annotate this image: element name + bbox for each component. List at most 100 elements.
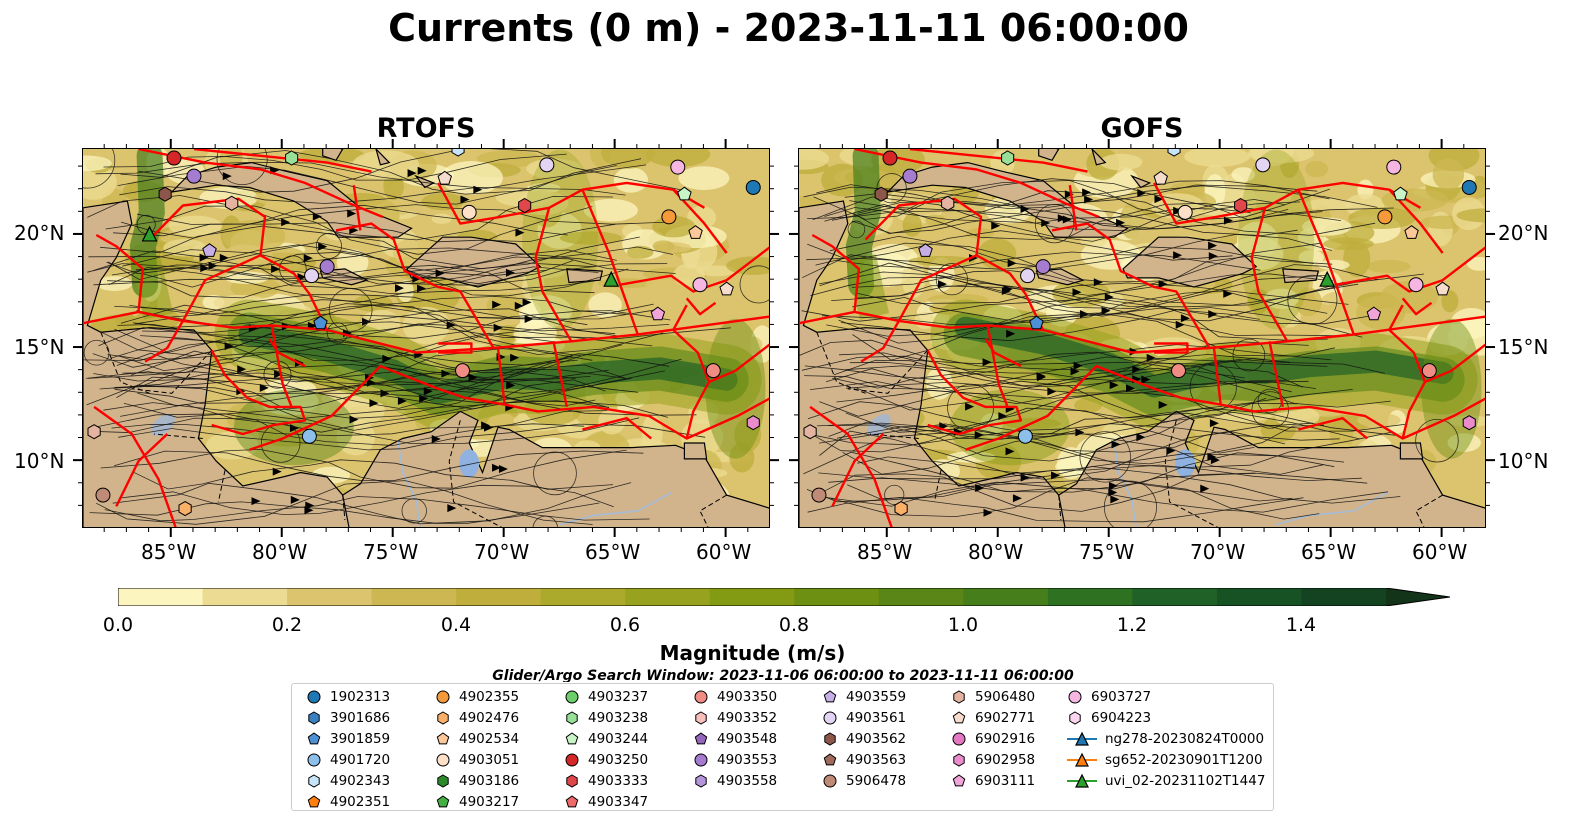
float-marker-5906478 [811, 487, 827, 503]
lat-label-10-left: 10°N [14, 449, 65, 473]
legend-item-4903186: 4903186 [435, 771, 519, 791]
legend-item-4902355: 4902355 [435, 687, 519, 707]
colorbar-segment [963, 588, 1049, 606]
float-marker-4903250 [882, 150, 898, 166]
legend-marker-icon [695, 711, 707, 725]
float-marker-6902958 [746, 415, 760, 431]
colorbar-segment [456, 588, 542, 606]
legend-item-3901686: 3901686 [306, 708, 390, 728]
legend-label: 4902343 [330, 773, 391, 789]
legend-label: 4902476 [459, 710, 520, 726]
float-marker-1902313 [1461, 179, 1477, 195]
legend-label: 6904223 [1091, 710, 1152, 726]
legend-marker-icon [952, 774, 966, 787]
float-marker-6902771 [437, 170, 452, 185]
legend-item-4903558: 4903558 [693, 771, 777, 791]
float-marker-4903238 [1001, 150, 1015, 166]
legend-marker-icon [1069, 711, 1081, 725]
legend-label: 4903562 [846, 731, 907, 747]
legend-item-4903238: 4903238 [564, 708, 648, 728]
float-marker-4903561 [1255, 157, 1271, 173]
float-marker-uvi_02 [603, 270, 620, 287]
float-marker-4903553 [902, 168, 918, 184]
colorbar [117, 587, 1451, 607]
legend-marker-icon [307, 795, 321, 808]
legend-label: 6903727 [1091, 689, 1152, 705]
legend-item-4903559: 4903559 [822, 687, 906, 707]
lon-label-75w-rtofs: 75°W [363, 540, 419, 564]
float-marker-4902343 [1167, 149, 1181, 157]
legend-label: 3901859 [330, 731, 391, 747]
float-marker-glider-track [141, 225, 158, 242]
float-marker-4903350 [705, 363, 721, 379]
legend-item-3901859: 3901859 [306, 729, 390, 749]
map-panel-rtofs [82, 148, 770, 528]
legend-marker-icon [437, 711, 449, 725]
legend-label: 5906480 [975, 689, 1036, 705]
legend-item-4903333: 4903333 [564, 771, 648, 791]
float-marker-4903250 [166, 150, 182, 166]
legend-item-4902351: 4902351 [306, 792, 390, 812]
legend: 1902313 3901686 3901859 4901720 4902343 49023… [291, 683, 1274, 811]
map-panel-gofs [798, 148, 1486, 528]
legend-marker-icon [823, 690, 837, 703]
colorbar-segment [287, 588, 373, 606]
colorbar-segment [540, 588, 626, 606]
legend-marker-icon [953, 753, 965, 767]
figure-title: Currents (0 m) - 2023-11-11 06:00:00 [388, 6, 1189, 50]
float-marker-4903350 [1421, 363, 1437, 379]
legend-item-4903347: 4903347 [564, 792, 648, 812]
float-marker-4902355 [1377, 209, 1393, 225]
panel-title-rtofs: RTOFS [376, 113, 476, 144]
float-marker-6903111 [650, 306, 666, 321]
float-marker-4903238 [285, 150, 299, 166]
float-marker-4902355 [661, 209, 677, 225]
float-marker-4903244 [1393, 186, 1408, 201]
float-marker-4903559 [918, 243, 933, 257]
float-marker-4903553 [319, 259, 335, 275]
legend-item-4903352: 4903352 [693, 708, 777, 728]
legend-item-5906480: 5906480 [951, 687, 1035, 707]
legend-label: 4902355 [459, 689, 520, 705]
legend-marker-icon [565, 795, 579, 808]
legend-label: 4903217 [459, 794, 520, 810]
float-marker-4903051 [461, 204, 477, 220]
float-marker-6903727 [1386, 159, 1402, 175]
float-marker-4902534 [1404, 225, 1419, 239]
legend-item-6902958: 6902958 [951, 750, 1035, 770]
legend-label: 4903563 [846, 752, 907, 768]
float-marker-6903727 [670, 159, 686, 175]
legend-label: 4903186 [459, 773, 520, 789]
float-marker-4903562 [158, 186, 172, 202]
lon-label-60w-rtofs: 60°W [696, 540, 752, 564]
colorbar-segment [878, 588, 964, 606]
float-marker-1902313 [745, 179, 761, 195]
legend-item-6902916: 6902916 [951, 729, 1035, 749]
legend-marker-icon [308, 711, 320, 725]
legend-marker-icon [307, 753, 321, 767]
legend-marker-icon [823, 753, 837, 766]
legend-item-4903051: 4903051 [435, 750, 519, 770]
legend-marker-icon [694, 732, 708, 745]
float-marker-4903244 [677, 186, 692, 201]
float-marker-4902476 [178, 501, 192, 517]
float-marker-5906480 [87, 424, 101, 440]
legend-label: sg652-20230901T1200 [1105, 752, 1263, 768]
lat-label-10-right: 10°N [1498, 449, 1549, 473]
float-marker-5906480 [225, 195, 239, 211]
legend-label: uvi_02-20231102T1447 [1105, 773, 1266, 789]
float-marker-6902958 [1462, 415, 1476, 431]
colorbar-gradient [117, 587, 1451, 607]
axis-ticks [73, 139, 1495, 537]
colorbar-segment [371, 588, 457, 606]
colorbar-tick-0: 0.0 [102, 614, 134, 636]
lon-label-65w-gofs: 65°W [1301, 540, 1357, 564]
legend-marker-icon [953, 690, 965, 704]
colorbar-segment [118, 588, 204, 606]
legend-item-6904223: 6904223 [1067, 708, 1151, 728]
legend-label: 4903352 [717, 710, 778, 726]
legend-label: 4903237 [588, 689, 649, 705]
float-marker-4902476 [894, 501, 908, 517]
legend-label: 5906478 [846, 773, 907, 789]
legend-item-4903237: 4903237 [564, 687, 648, 707]
